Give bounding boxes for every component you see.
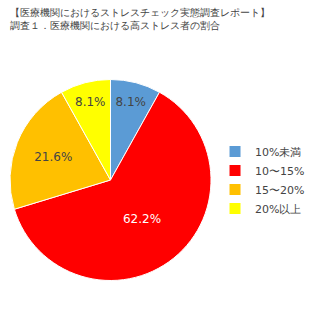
svg-text:20%以上: 20%以上 xyxy=(255,203,301,216)
svg-text:8.1%: 8.1% xyxy=(115,95,146,109)
svg-text:8.1%: 8.1% xyxy=(75,95,106,109)
svg-text:62.2%: 62.2% xyxy=(123,212,161,226)
svg-text:15〜20%: 15〜20% xyxy=(255,184,304,197)
svg-text:【医療機関におけるストレスチェック実態調査レポート】調査１．: 【医療機関におけるストレスチェック実態調査レポート】調査１．医療機関における高ス… xyxy=(10,7,270,31)
svg-text:10%未満: 10%未満 xyxy=(255,146,301,159)
svg-text:21.6%: 21.6% xyxy=(34,150,72,164)
svg-text:10〜15%: 10〜15% xyxy=(255,165,304,178)
